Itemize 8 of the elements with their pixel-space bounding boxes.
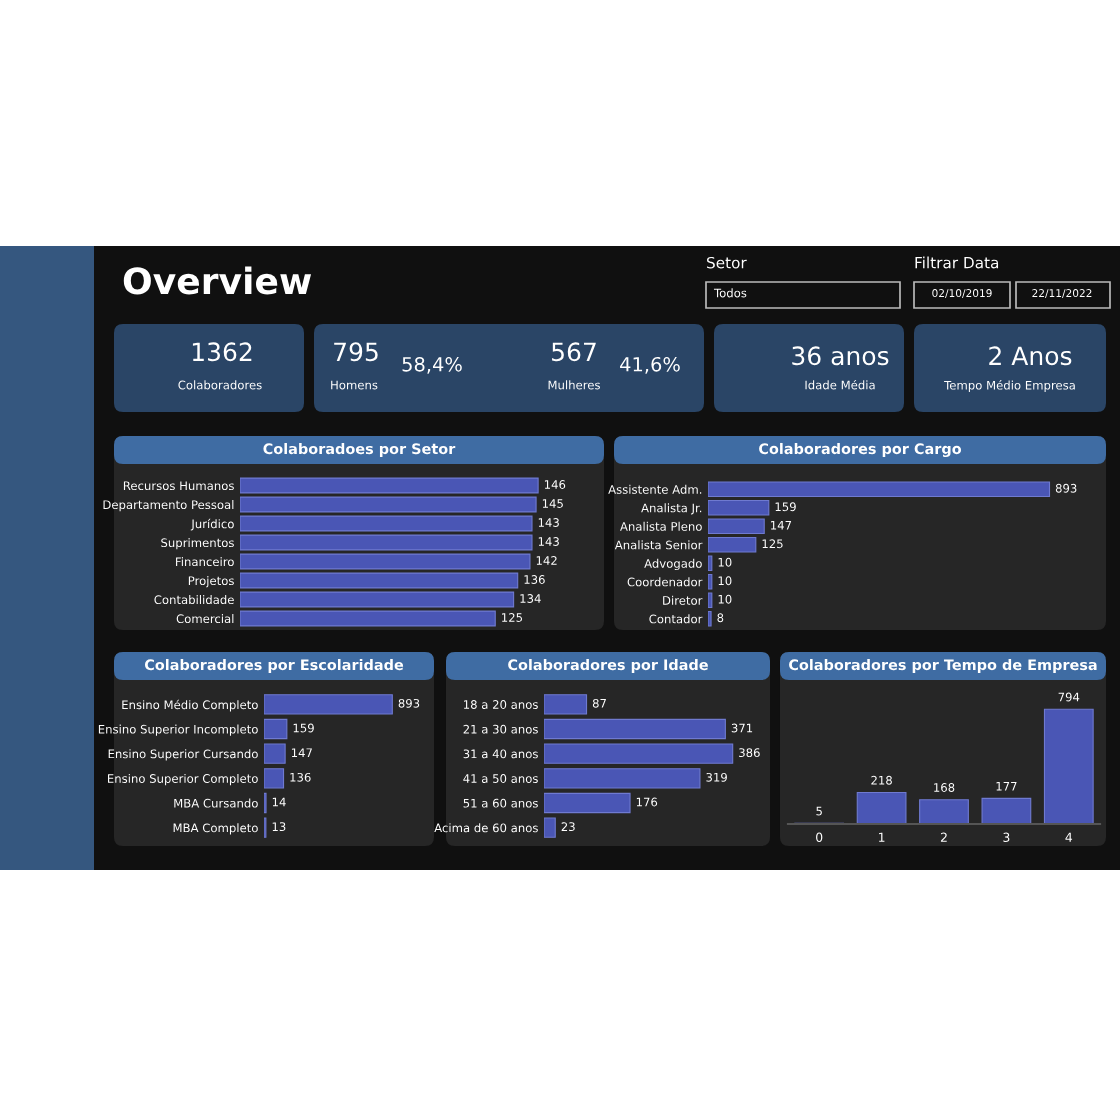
- text: Overview: [123, 266, 312, 295]
- text: 41,6%: [620, 356, 680, 374]
- text: 567: [552, 342, 596, 362]
- text: 58,4%: [402, 356, 462, 374]
- text: 36 anos: [792, 346, 889, 366]
- text: 795: [334, 342, 378, 362]
- text: 1362: [192, 342, 252, 362]
- text: 2 Anos: [989, 346, 1072, 366]
